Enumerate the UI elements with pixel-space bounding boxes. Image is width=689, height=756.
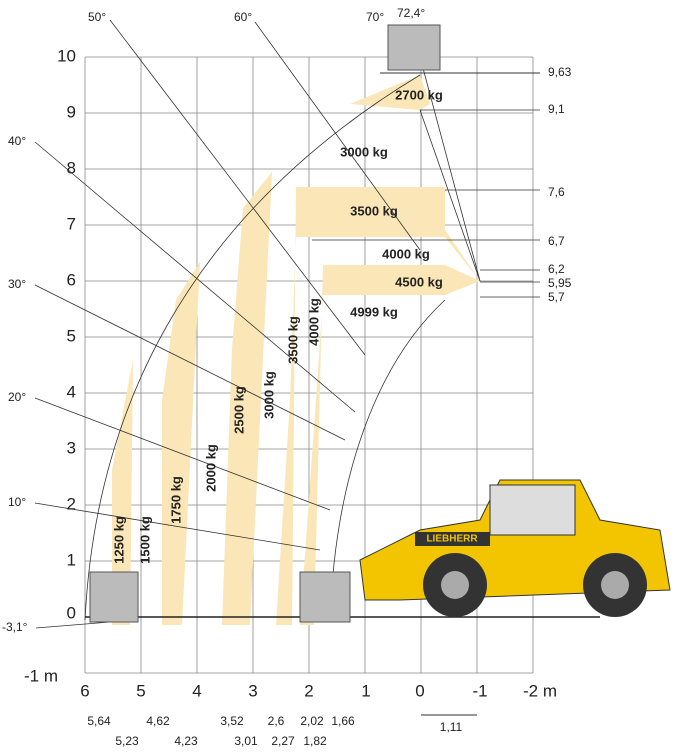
y-label: -1 m [24, 666, 58, 685]
load-chart: LIEBHERR 10 9 8 7 6 5 4 3 2 1 0 -1 m 6 5… [0, 0, 689, 756]
y-label: 5 [67, 326, 76, 345]
angle-label: 30° [8, 277, 26, 291]
angle-label: -3,1° [2, 620, 28, 634]
angle-label: 72,4° [397, 6, 425, 20]
height-label: 6,2 [548, 262, 565, 276]
y-label: 6 [67, 270, 76, 289]
angle-label: 20° [8, 390, 26, 404]
reach-label: 5,23 [115, 734, 139, 748]
x-label: 2 [304, 681, 313, 700]
load-label: 4000 kg [382, 246, 430, 261]
brand: LIEBHERR [426, 534, 478, 545]
y-label: 9 [67, 102, 76, 121]
reach-label: 2,02 [300, 714, 324, 728]
angle-label: 10° [8, 495, 26, 509]
height-label: 7,6 [548, 185, 565, 199]
x-label: -2 m [523, 681, 557, 700]
reach-label: 2,6 [268, 714, 285, 728]
vertical-load-label: 2500 kg [231, 386, 246, 434]
offset-label: 1,11 [440, 720, 463, 734]
reach-label: 4,62 [146, 714, 170, 728]
x-label: -1 [472, 681, 487, 700]
load-label: 4999 kg [350, 304, 398, 319]
load-label: 3000 kg [340, 144, 388, 159]
angle-label: 40° [8, 134, 26, 148]
height-label: 9,63 [548, 65, 572, 79]
vertical-load-label: 3000 kg [261, 371, 276, 419]
y-label: 0 [67, 603, 76, 622]
vertical-load-label: 2000 kg [203, 444, 218, 492]
y-label: 7 [67, 214, 76, 233]
load-label: 2700 kg [395, 87, 443, 102]
vertical-load-label: 1250 kg [111, 516, 126, 564]
vertical-load-label: 3500 kg [285, 316, 300, 364]
height-label: 5,95 [548, 276, 572, 290]
angle-label: 50° [88, 10, 106, 24]
x-label: 6 [80, 681, 89, 700]
angle-label: 60° [234, 10, 252, 24]
reach-label: 3,01 [234, 734, 258, 748]
vertical-load-label: 1500 kg [137, 516, 152, 564]
reach-label: 1,66 [331, 714, 355, 728]
reach-label: 4,23 [174, 734, 198, 748]
reach-label: 2,27 [271, 734, 295, 748]
height-label: 5,7 [548, 290, 565, 304]
load-label: 4500 kg [395, 274, 443, 289]
height-label: 6,7 [548, 234, 565, 248]
x-label: 5 [136, 681, 145, 700]
y-label: 3 [67, 438, 76, 457]
y-label: 4 [67, 382, 76, 401]
vertical-load-label: 4000 kg [306, 298, 321, 346]
angle-label: 70° [366, 10, 384, 24]
vertical-load-label: 1750 kg [168, 476, 183, 524]
reach-label: 1,82 [303, 734, 327, 748]
x-label: 4 [192, 681, 201, 700]
y-label: 1 [67, 550, 76, 569]
y-label: 10 [57, 46, 76, 65]
reach-label: 3,52 [220, 714, 244, 728]
x-label: 1 [361, 681, 370, 700]
y-label: 8 [67, 158, 76, 177]
load-label: 3500 kg [350, 203, 398, 218]
reach-label: 5,64 [87, 714, 111, 728]
x-label: 0 [415, 681, 424, 700]
height-label: 9,1 [548, 102, 565, 116]
y-label: 2 [67, 494, 76, 513]
x-label: 3 [248, 681, 257, 700]
